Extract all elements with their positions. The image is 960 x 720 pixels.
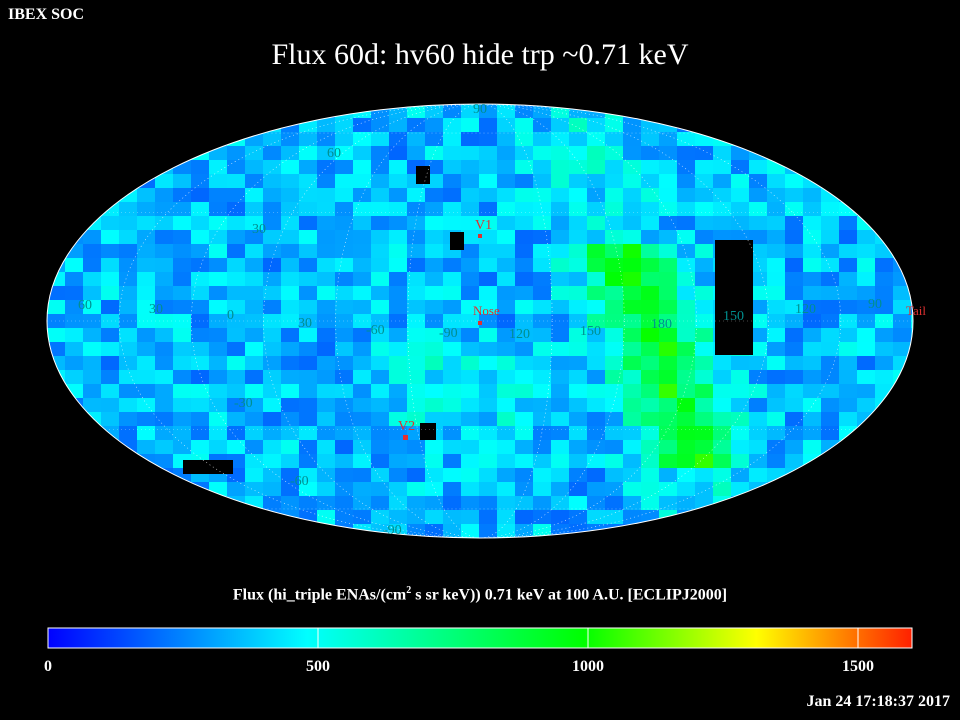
v2-marker bbox=[403, 435, 408, 440]
colorbar-tick-label: 1000 bbox=[572, 658, 604, 675]
map-outline bbox=[46, 103, 914, 539]
colorbar-label-suffix: s sr keV)) 0.71 keV at 100 A.U. [ECLIPJ2… bbox=[411, 586, 728, 604]
v1-label: V1 bbox=[475, 218, 492, 233]
colorbar-tick-label: 1500 bbox=[842, 658, 874, 675]
colorbar bbox=[47, 627, 913, 649]
lon-label: 150 bbox=[723, 309, 744, 324]
lon-label: 30 bbox=[149, 302, 163, 317]
lon-label: 120 bbox=[509, 327, 530, 342]
lon-label: 60 bbox=[78, 298, 92, 313]
lat-label-60: 60 bbox=[327, 146, 341, 161]
timestamp: Jan 24 17:18:37 2017 bbox=[806, 693, 950, 710]
colorbar-label-prefix: Flux (hi_triple ENAs/(cm bbox=[232, 586, 407, 604]
soc-label: IBEX SOC bbox=[8, 6, 85, 23]
colorbar-label: Flux (hi_triple ENAs/(cm2 s sr keV)) 0.7… bbox=[0, 585, 960, 604]
lat-label-0: 0 bbox=[227, 308, 234, 323]
v1-marker bbox=[478, 234, 482, 238]
lon-label: 30 bbox=[298, 316, 312, 331]
lon-label: 150 bbox=[580, 324, 601, 339]
colorbar-tick-label: 0 bbox=[44, 658, 52, 675]
colorbar-label-sup: 2 bbox=[406, 585, 412, 596]
lon-label: -90 bbox=[439, 326, 458, 341]
lon-label: 90 bbox=[868, 297, 882, 312]
lon-label: 120 bbox=[795, 302, 816, 317]
nose-marker bbox=[478, 321, 482, 325]
colorbar-tick-label: 500 bbox=[306, 658, 330, 675]
lon-label: -60 bbox=[366, 323, 385, 338]
nose-label: Nose bbox=[473, 303, 500, 318]
map-grid bbox=[47, 104, 913, 538]
lat-label-minus30: -30 bbox=[234, 396, 253, 411]
plot-title: Flux 60d: hv60 hide trp ~0.71 keV bbox=[271, 38, 689, 71]
lat-label-minus60: -60 bbox=[290, 474, 309, 489]
lat-label-minus90: -90 bbox=[383, 523, 402, 538]
lat-label-90: 90 bbox=[473, 102, 487, 117]
lat-label-30: 30 bbox=[252, 222, 266, 237]
tail-label: Tail bbox=[906, 303, 926, 318]
lon-label: 180 bbox=[651, 317, 672, 332]
v2-label: V2 bbox=[398, 419, 415, 434]
